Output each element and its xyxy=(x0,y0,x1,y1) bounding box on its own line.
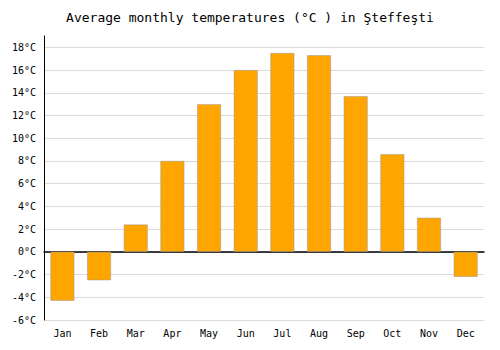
svg-text:8°C: 8°C xyxy=(18,155,36,166)
svg-text:4°C: 4°C xyxy=(18,201,36,212)
svg-text:May: May xyxy=(200,328,218,339)
svg-text:Dec: Dec xyxy=(457,328,475,339)
svg-text:Nov: Nov xyxy=(420,328,438,339)
svg-text:-6°C: -6°C xyxy=(12,315,36,326)
svg-text:10°C: 10°C xyxy=(12,133,36,144)
svg-text:16°C: 16°C xyxy=(12,65,36,76)
svg-text:Aug: Aug xyxy=(310,328,328,339)
svg-text:18°C: 18°C xyxy=(12,42,36,53)
svg-text:Jul: Jul xyxy=(273,328,291,339)
svg-text:-4°C: -4°C xyxy=(12,292,36,303)
svg-text:12°C: 12°C xyxy=(12,110,36,121)
svg-text:Mar: Mar xyxy=(127,328,145,339)
svg-text:2°C: 2°C xyxy=(18,224,36,235)
svg-text:-2°C: -2°C xyxy=(12,269,36,280)
svg-text:Feb: Feb xyxy=(90,328,108,339)
svg-text:6°C: 6°C xyxy=(18,178,36,189)
svg-text:14°C: 14°C xyxy=(12,87,36,98)
svg-text:0°C: 0°C xyxy=(18,246,36,257)
svg-text:Oct: Oct xyxy=(383,328,401,339)
svg-text:Average monthly temperatures (: Average monthly temperatures (°C ) in Şt… xyxy=(66,10,434,25)
svg-text:Apr: Apr xyxy=(163,328,181,339)
svg-text:Jan: Jan xyxy=(53,328,71,339)
svg-text:Jun: Jun xyxy=(237,328,255,339)
svg-text:Sep: Sep xyxy=(347,328,365,339)
